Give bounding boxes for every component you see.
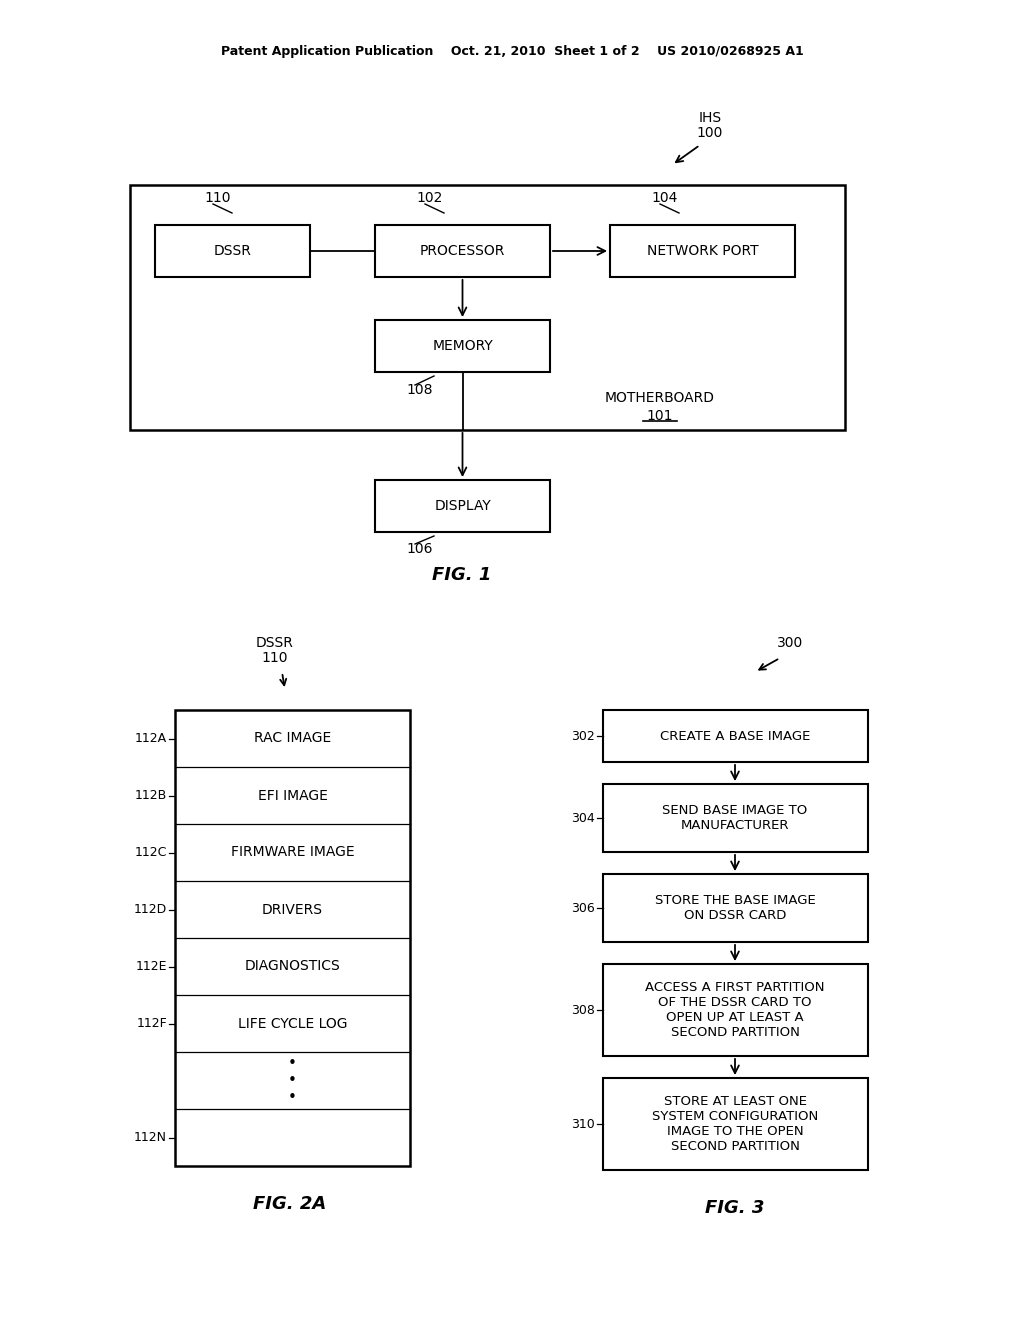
Text: 108: 108 [407, 383, 433, 397]
Text: SEND BASE IMAGE TO
MANUFACTURER: SEND BASE IMAGE TO MANUFACTURER [663, 804, 808, 832]
Text: FIRMWARE IMAGE: FIRMWARE IMAGE [230, 846, 354, 859]
Text: STORE AT LEAST ONE
SYSTEM CONFIGURATION
IMAGE TO THE OPEN
SECOND PARTITION: STORE AT LEAST ONE SYSTEM CONFIGURATION … [652, 1096, 818, 1152]
Text: EFI IMAGE: EFI IMAGE [258, 788, 328, 803]
Bar [375, 224, 550, 277]
Bar [130, 185, 845, 430]
Text: •
•
•: • • • [288, 1056, 297, 1105]
Bar [375, 480, 550, 532]
Text: STORE THE BASE IMAGE
ON DSSR CARD: STORE THE BASE IMAGE ON DSSR CARD [654, 894, 815, 921]
Text: 104: 104 [652, 191, 678, 205]
Text: 302: 302 [570, 730, 595, 742]
Bar [175, 710, 410, 1166]
Text: 112F: 112F [136, 1016, 167, 1030]
Text: MOTHERBOARD: MOTHERBOARD [605, 391, 715, 405]
Text: LIFE CYCLE LOG: LIFE CYCLE LOG [238, 1016, 347, 1031]
Text: 112D: 112D [134, 903, 167, 916]
Text: ACCESS A FIRST PARTITION
OF THE DSSR CARD TO
OPEN UP AT LEAST A
SECOND PARTITION: ACCESS A FIRST PARTITION OF THE DSSR CAR… [645, 981, 824, 1039]
Text: RAC IMAGE: RAC IMAGE [254, 731, 331, 746]
Text: FIG. 2A: FIG. 2A [253, 1195, 327, 1213]
Text: 304: 304 [570, 812, 595, 825]
Text: 308: 308 [570, 1003, 595, 1016]
Text: DRIVERS: DRIVERS [262, 903, 323, 916]
Text: 112A: 112A [135, 733, 167, 744]
Text: DIAGNOSTICS: DIAGNOSTICS [245, 960, 340, 974]
Bar [602, 710, 867, 762]
Text: 112E: 112E [135, 960, 167, 973]
Bar [375, 319, 550, 372]
Bar [602, 784, 867, 851]
Text: IHS: IHS [698, 111, 722, 125]
Text: 100: 100 [696, 125, 723, 140]
Text: 306: 306 [570, 902, 595, 915]
Text: DISPLAY: DISPLAY [434, 499, 490, 513]
Text: 112N: 112N [134, 1131, 167, 1144]
Bar [610, 224, 795, 277]
Bar [602, 874, 867, 942]
Text: 102: 102 [417, 191, 443, 205]
Text: DSSR: DSSR [256, 636, 294, 649]
Text: FIG. 3: FIG. 3 [706, 1199, 765, 1217]
Bar [155, 224, 310, 277]
Text: PROCESSOR: PROCESSOR [420, 244, 505, 257]
Text: 101: 101 [647, 409, 673, 422]
Text: FIG. 1: FIG. 1 [432, 566, 492, 583]
Text: CREATE A BASE IMAGE: CREATE A BASE IMAGE [659, 730, 810, 742]
Text: NETWORK PORT: NETWORK PORT [647, 244, 759, 257]
Text: Patent Application Publication    Oct. 21, 2010  Sheet 1 of 2    US 2010/0268925: Patent Application Publication Oct. 21, … [220, 45, 804, 58]
Text: 112B: 112B [135, 789, 167, 803]
Text: MEMORY: MEMORY [432, 339, 493, 352]
Text: 106: 106 [407, 543, 433, 556]
Text: 310: 310 [570, 1118, 595, 1130]
Bar [602, 964, 867, 1056]
Text: 300: 300 [777, 636, 803, 649]
Text: 110: 110 [205, 191, 231, 205]
Text: 112C: 112C [134, 846, 167, 859]
Text: DSSR: DSSR [214, 244, 252, 257]
Bar [602, 1078, 867, 1170]
Text: 110: 110 [262, 651, 288, 665]
